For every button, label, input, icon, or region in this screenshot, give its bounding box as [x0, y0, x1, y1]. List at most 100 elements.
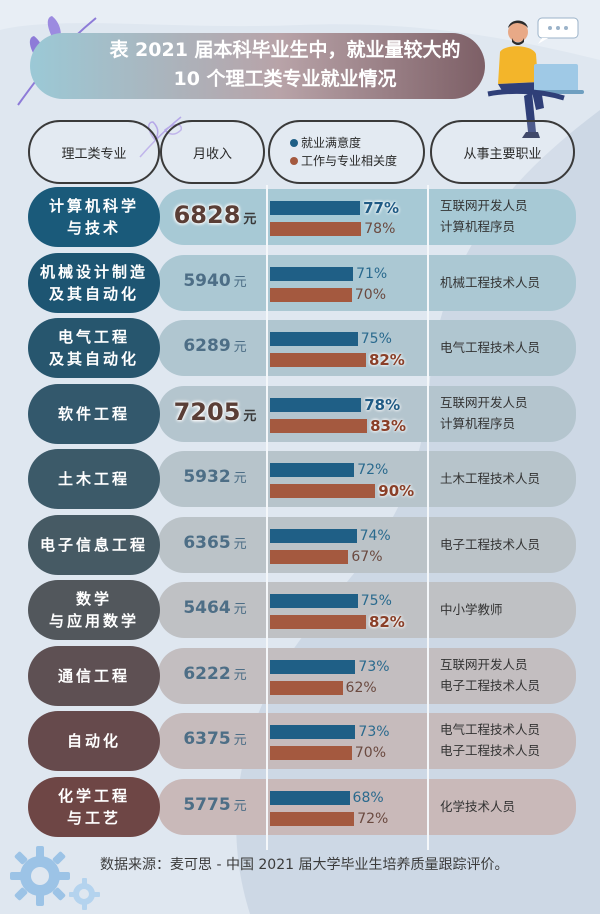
relevance-bar	[270, 680, 343, 695]
legend: 就业满意度 工作与专业相关度	[268, 120, 425, 184]
major-label-line: 通信工程	[57, 666, 130, 685]
person-laptop-icon	[487, 17, 584, 138]
satisfaction-value: 75%	[360, 593, 392, 609]
relevance-bar	[270, 615, 366, 629]
income-unit: 元	[233, 798, 247, 814]
main-occupations: 电气工程技术人员 电子工程技术人员	[440, 719, 540, 761]
title-line-2: 10 个理工类专业就业情况	[173, 68, 397, 90]
major-label-line: 软件工程	[57, 404, 130, 423]
income-value: 6222	[183, 663, 231, 684]
occupation-item: 土木工程技术人员	[440, 471, 541, 486]
major-label-line: 电子信息工程	[39, 535, 148, 554]
occupation-item: 互联网开发人员	[440, 198, 528, 213]
relevance-value: 72%	[357, 810, 389, 827]
income-value: 5464	[183, 598, 231, 618]
relevance-bar	[270, 287, 352, 302]
monthly-income: 6289 元	[170, 336, 260, 356]
occupation-item: 互联网开发人员	[440, 394, 528, 410]
data-source: 数据来源：麦可思 - 中国 2021 届大学毕业生培养质量跟踪评价。	[100, 857, 509, 873]
income-unit: 元	[243, 212, 257, 227]
relevance-bar	[270, 418, 368, 433]
major-label-line: 与应用数学	[48, 612, 139, 630]
satisfaction-bar	[270, 266, 354, 281]
main-occupations: 电气工程技术人员	[440, 337, 540, 358]
occupation-item: 电气工程技术人员	[440, 340, 541, 355]
monthly-income: 6365 元	[170, 533, 260, 553]
income-unit: 元	[233, 733, 247, 748]
satisfaction-value: 73%	[358, 724, 390, 740]
relevance-bar	[270, 811, 355, 826]
title-line-1: 表 2021 届本科毕业生中，就业量较大的	[109, 39, 461, 61]
satisfaction-bar	[270, 332, 358, 346]
major-label: 数学 与应用数学	[28, 580, 160, 640]
legend-item-satisfaction: 就业满意度	[290, 134, 361, 152]
income-value: 6375	[183, 729, 231, 749]
occupation-item: 机械工程技术人员	[440, 274, 541, 290]
satisfaction-bar	[270, 201, 361, 215]
satisfaction-value: 71%	[356, 265, 388, 282]
satisfaction-value: 78%	[364, 395, 401, 414]
occupation-item: 电子工程技术人员	[440, 536, 541, 552]
income-unit: 元	[233, 667, 247, 683]
main-occupations: 化学技术人员	[440, 796, 515, 817]
table-row	[158, 320, 576, 376]
column-divider	[266, 185, 268, 850]
occupation-item: 电子工程技术人员	[440, 743, 541, 758]
satisfaction-bar	[270, 528, 357, 543]
legend-label-relevance: 工作与专业相关度	[301, 154, 398, 168]
table-row	[158, 647, 576, 704]
monthly-income: 6222 元	[170, 664, 260, 684]
income-value: 6828	[173, 201, 241, 229]
relevance-value: 62%	[345, 679, 377, 696]
income-value: 5932	[183, 467, 231, 487]
satisfaction-bar	[270, 725, 356, 739]
income-unit: 元	[233, 536, 247, 552]
monthly-income: 5932 元	[170, 467, 260, 487]
table-row	[158, 516, 576, 573]
major-label-line: 计算机科学	[48, 197, 139, 215]
relevance-bar	[270, 746, 352, 760]
satisfaction-value: 72%	[357, 462, 389, 478]
major-label-line: 及其自动化	[48, 350, 139, 368]
satisfaction-value: 75%	[360, 331, 392, 347]
occupation-item: 互联网开发人员	[440, 656, 528, 672]
legend-dot-relevance-icon	[290, 157, 298, 165]
major-label: 计算机科学 与技术	[28, 187, 160, 247]
relevance-bar	[270, 222, 362, 236]
income-value: 5940	[183, 270, 231, 291]
main-occupations: 中小学教师	[440, 599, 503, 620]
monthly-income: 6828 元	[170, 201, 260, 229]
major-label: 机械设计制造 及其自动化	[28, 252, 160, 313]
relevance-value: 70%	[354, 745, 387, 761]
occupation-item: 中小学教师	[440, 602, 503, 617]
occupation-item: 计算机程序员	[440, 219, 516, 234]
major-label-line: 电气工程	[57, 328, 130, 346]
satisfaction-bar	[270, 659, 356, 674]
relevance-value: 78%	[364, 221, 396, 237]
major-label-line: 数学	[75, 590, 112, 608]
income-value: 5775	[183, 794, 231, 815]
income-unit: 元	[233, 274, 247, 290]
satisfaction-bar	[270, 397, 362, 412]
relevance-bar	[270, 353, 366, 367]
monthly-income: 5940 元	[170, 271, 260, 291]
monthly-income: 5464 元	[170, 598, 260, 618]
table-row	[158, 582, 576, 638]
major-label: 软件工程	[28, 383, 160, 444]
satisfaction-value: 74%	[359, 527, 391, 544]
satisfaction-bar	[270, 594, 358, 608]
relevance-value: 70%	[354, 286, 387, 303]
major-label-line: 自动化	[66, 732, 121, 750]
major-label-line: 及其自动化	[48, 284, 139, 303]
satisfaction-value: 77%	[363, 199, 399, 217]
relevance-value: 82%	[368, 351, 405, 369]
major-label: 化学工程 与工艺	[28, 776, 160, 837]
major-label-line: 化学工程	[57, 786, 130, 805]
header-income: 月收入	[160, 120, 265, 184]
satisfaction-value: 68%	[352, 789, 384, 806]
major-label: 通信工程	[28, 645, 160, 706]
table-row	[158, 254, 576, 311]
legend-dot-satisfaction-icon	[290, 139, 298, 147]
occupation-item: 化学技术人员	[440, 798, 516, 814]
table-row	[158, 713, 576, 769]
